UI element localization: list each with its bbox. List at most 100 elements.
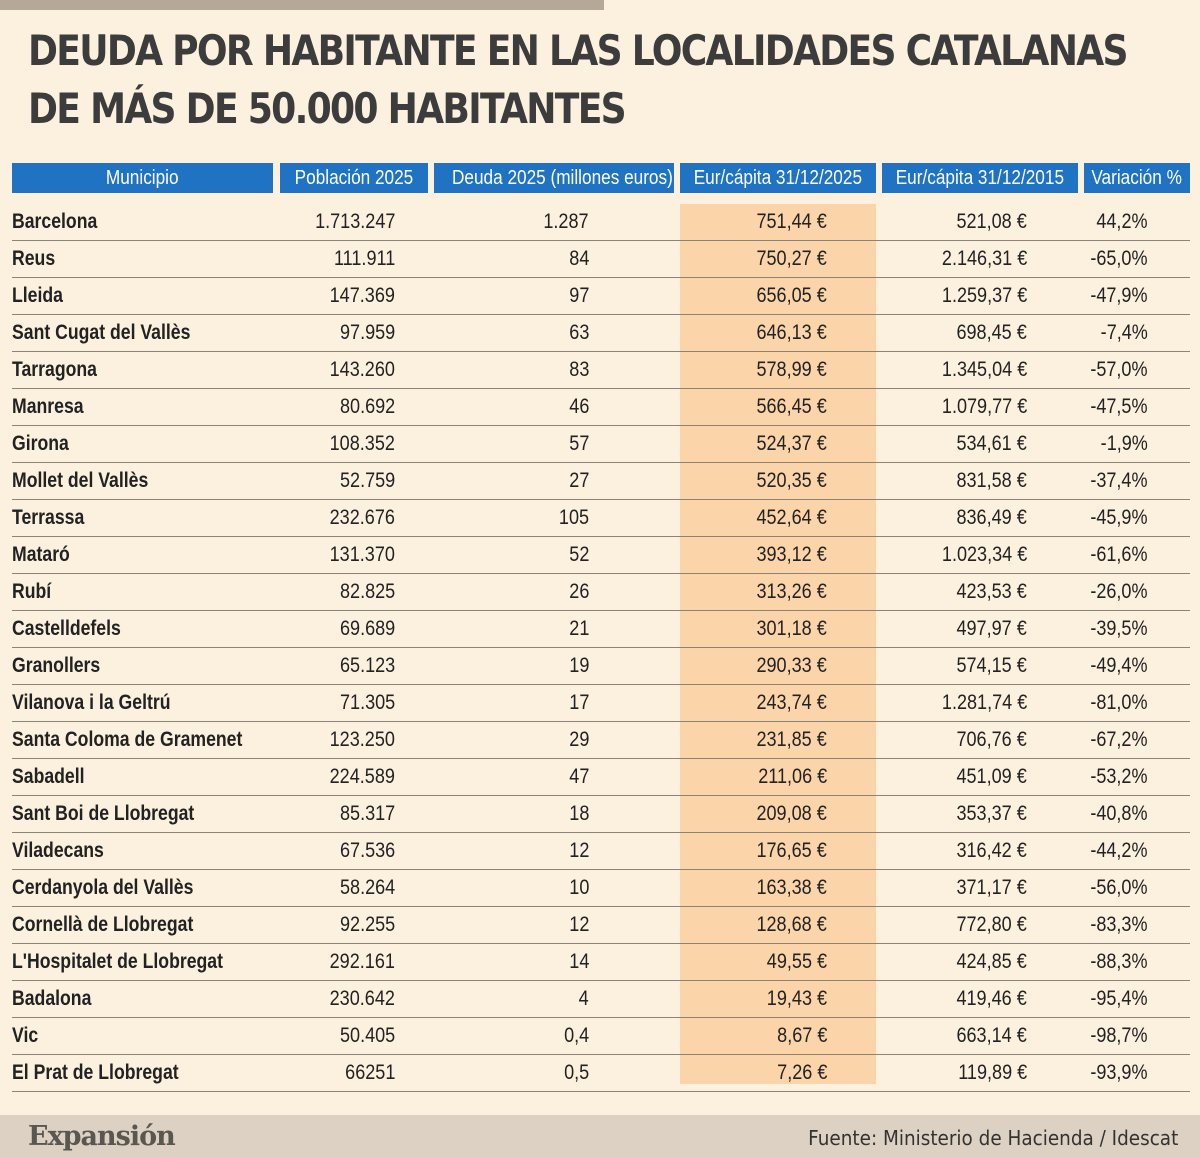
title-line-2: DE MÁS DE 50.000 HABITANTES (28, 84, 627, 133)
value-cell-3: 646,13 € (756, 321, 827, 344)
value-cell-4: 836,49 € (956, 506, 1027, 529)
municipio-cell: Cornellà de Llobregat (12, 913, 194, 936)
value-cell-3: 566,45 € (756, 395, 827, 418)
table-row: Sant Cugat del Vallès 97.959 63 646,13 € 698… (12, 315, 1190, 352)
municipio-cell: Mollet del Vallès (12, 469, 149, 492)
value-cell-3: 176,65 € (756, 839, 827, 862)
value-cell-4: 451,09 € (956, 765, 1027, 788)
value-cell-3: 231,85 € (756, 728, 827, 751)
value-cell-1: 67.536 (339, 839, 395, 862)
value-cell-5: -93,9% (1090, 1061, 1148, 1084)
value-cell-1: 92.255 (339, 913, 395, 936)
value-cell-2: 57 (568, 432, 589, 455)
table-row: Vilanova i la Geltrú 71.305 17 243,74 € 1.28… (12, 685, 1190, 722)
value-cell-2: 27 (568, 469, 589, 492)
value-cell-2: 10 (568, 876, 589, 899)
value-cell-3: 301,18 € (756, 617, 827, 640)
table-row: Vic 50.405 0,4 8,67 € 663,14 € -98,7% (12, 1018, 1190, 1055)
value-cell-4: 2.146,31 € (941, 247, 1027, 270)
value-cell-1: 224.589 (329, 765, 395, 788)
value-cell-5: -47,9% (1090, 284, 1148, 307)
value-cell-1: 131.370 (329, 543, 395, 566)
value-cell-1: 58.264 (339, 876, 395, 899)
value-cell-3: 524,37 € (756, 432, 827, 455)
value-cell-1: 108.352 (329, 432, 395, 455)
value-cell-5: 44,2% (1096, 210, 1148, 233)
value-cell-3: 750,27 € (756, 247, 827, 270)
table-row: Cornellà de Llobregat 92.255 12 128,68 € 772… (12, 907, 1190, 944)
municipio-cell: Cerdanyola del Vallès (12, 876, 194, 899)
value-cell-1: 1.713.247 (314, 210, 395, 233)
value-cell-1: 69.689 (339, 617, 395, 640)
expansion-logo: Expansión (28, 1121, 176, 1152)
municipio-cell: El Prat de Llobregat (12, 1061, 179, 1084)
table-row: Mollet del Vallès 52.759 27 520,35 € 831,58 … (12, 463, 1190, 500)
value-cell-5: -57,0% (1090, 358, 1148, 381)
municipio-cell: Viladecans (12, 839, 104, 862)
value-cell-4: 316,42 € (956, 839, 1027, 862)
table-row: Terrassa 232.676 105 452,64 € 836,49 € -45,9% (12, 500, 1190, 537)
value-cell-2: 21 (568, 617, 589, 640)
value-cell-5: -47,5% (1090, 395, 1148, 418)
value-cell-2: 19 (568, 654, 589, 677)
municipio-cell: Girona (12, 432, 69, 455)
value-cell-4: 497,97 € (956, 617, 1027, 640)
value-cell-2: 14 (568, 950, 589, 973)
table-row: El Prat de Llobregat 66251 0,5 7,26 € 119,89… (12, 1055, 1190, 1092)
municipio-cell: Granollers (12, 654, 101, 677)
municipio-cell: Barcelona (12, 210, 98, 233)
municipio-cell: Vic (12, 1024, 39, 1047)
value-cell-5: -26,0% (1090, 580, 1148, 603)
table-row: Rubí 82.825 26 313,26 € 423,53 € -26,0% (12, 574, 1190, 611)
municipio-cell: Badalona (12, 987, 92, 1010)
value-cell-4: 698,45 € (956, 321, 1027, 344)
value-cell-4: 423,53 € (956, 580, 1027, 603)
value-cell-1: 147.369 (329, 284, 395, 307)
table-row: L'Hospitalet de Llobregat 292.161 14 49,55 … (12, 944, 1190, 981)
value-cell-4: 574,15 € (956, 654, 1027, 677)
municipio-cell: Tarragona (12, 358, 97, 381)
value-cell-3: 163,38 € (756, 876, 827, 899)
value-cell-4: 706,76 € (956, 728, 1027, 751)
value-cell-4: 1.079,77 € (941, 395, 1027, 418)
value-cell-5: -83,3% (1090, 913, 1148, 936)
value-cell-5: -81,0% (1090, 691, 1148, 714)
value-cell-2: 17 (568, 691, 589, 714)
value-cell-5: -44,2% (1090, 839, 1148, 862)
value-cell-4: 663,14 € (956, 1024, 1027, 1047)
value-cell-2: 52 (568, 543, 589, 566)
municipio-cell: Sabadell (12, 765, 85, 788)
table-row: Girona 108.352 57 524,37 € 534,61 € -1,9% (12, 426, 1190, 463)
value-cell-2: 47 (568, 765, 589, 788)
value-cell-3: 751,44 € (756, 210, 827, 233)
value-cell-1: 232.676 (329, 506, 395, 529)
value-cell-5: -65,0% (1090, 247, 1148, 270)
value-cell-1: 82.825 (339, 580, 395, 603)
column-header-1: Población 2025 (280, 163, 428, 193)
table-row: Barcelona 1.713.247 1.287 751,44 € 521,08 € 4… (12, 204, 1190, 241)
value-cell-5: -7,4% (1100, 321, 1148, 344)
value-cell-1: 143.260 (329, 358, 395, 381)
value-cell-5: -56,0% (1090, 876, 1148, 899)
municipio-cell: Manresa (12, 395, 84, 418)
value-cell-3: 7,26 € (776, 1061, 827, 1084)
column-header-5: Variación % (1084, 163, 1190, 193)
value-cell-2: 0,5 (563, 1061, 589, 1084)
value-cell-2: 29 (568, 728, 589, 751)
top-accent-bar (0, 0, 604, 10)
value-cell-1: 292.161 (329, 950, 395, 973)
value-cell-3: 520,35 € (756, 469, 827, 492)
table-row: Santa Coloma de Gramenet 123.250 29 231,85 … (12, 722, 1190, 759)
column-header-2: Deuda 2025 (millones euros) (434, 163, 674, 193)
value-cell-2: 1.287 (543, 210, 589, 233)
value-cell-3: 290,33 € (756, 654, 827, 677)
value-cell-1: 50.405 (339, 1024, 395, 1047)
value-cell-4: 1.345,04 € (941, 358, 1027, 381)
table-row: Viladecans 67.536 12 176,65 € 316,42 € -44,2% (12, 833, 1190, 870)
chart-title: DEUDA POR HABITANTE EN LAS LOCALIDADES C… (28, 22, 1128, 138)
municipio-cell: L'Hospitalet de Llobregat (12, 950, 223, 973)
value-cell-1: 71.305 (339, 691, 395, 714)
value-cell-3: 49,55 € (766, 950, 827, 973)
title-line-1: DEUDA POR HABITANTE EN LAS LOCALIDADES C… (28, 26, 1128, 75)
municipio-cell: Vilanova i la Geltrú (12, 691, 171, 714)
